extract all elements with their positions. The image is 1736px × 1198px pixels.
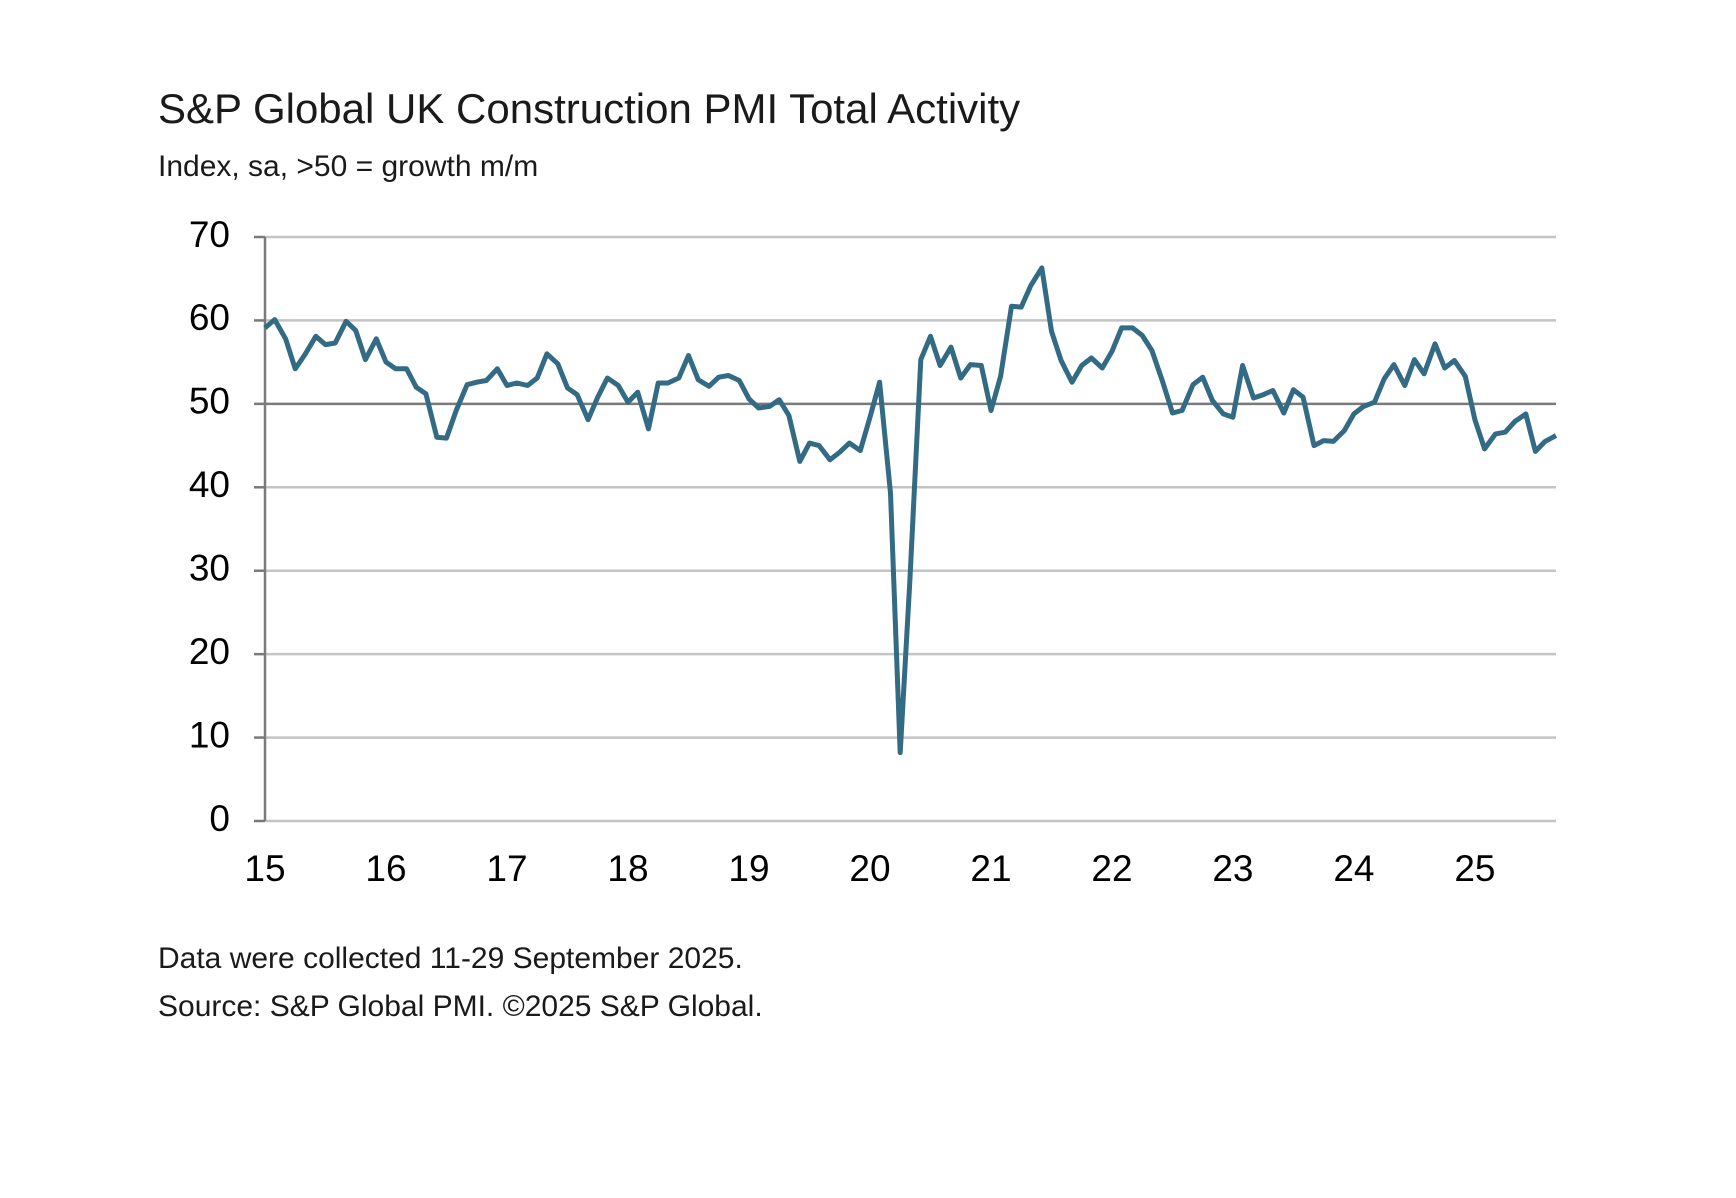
y-tick-label: 30	[189, 547, 230, 588]
x-tick-label: 21	[970, 848, 1011, 889]
y-tick-label: 20	[189, 631, 230, 672]
chart-title: S&P Global UK Construction PMI Total Act…	[158, 85, 1020, 132]
y-tick-label: 60	[189, 297, 230, 338]
x-tick-label: 22	[1091, 848, 1132, 889]
x-tick-label: 15	[244, 848, 285, 889]
y-tick-label: 70	[189, 214, 230, 255]
y-tick-label: 50	[189, 381, 230, 422]
x-tick-label: 20	[849, 848, 890, 889]
x-tick-label: 17	[486, 848, 527, 889]
x-tick-label: 18	[607, 848, 648, 889]
x-tick-label: 19	[728, 848, 769, 889]
x-tick-label: 23	[1212, 848, 1253, 889]
chart-subtitle: Index, sa, >50 = growth m/m	[158, 150, 538, 183]
y-tick-label: 0	[209, 798, 230, 839]
x-tick-label: 25	[1454, 848, 1495, 889]
y-tick-label: 40	[189, 464, 230, 505]
note: Source: S&P Global PMI. ©2025 S&P Global…	[158, 990, 763, 1023]
note: Data were collected 11-29 September 2025…	[158, 942, 743, 975]
data-line	[263, 265, 1558, 756]
x-tick-label: 16	[365, 848, 406, 889]
x-tick-label: 24	[1333, 848, 1374, 889]
y-tick-label: 10	[189, 714, 230, 755]
